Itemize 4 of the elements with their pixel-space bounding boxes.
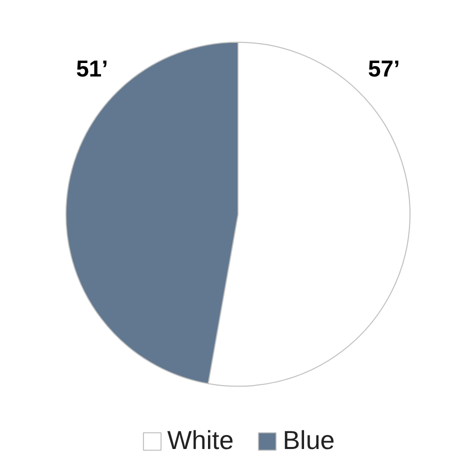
legend-label: White bbox=[167, 425, 234, 456]
data-label: 51’ bbox=[76, 55, 108, 82]
data-label: 57’ bbox=[368, 55, 400, 82]
legend-label: Blue bbox=[282, 425, 335, 456]
